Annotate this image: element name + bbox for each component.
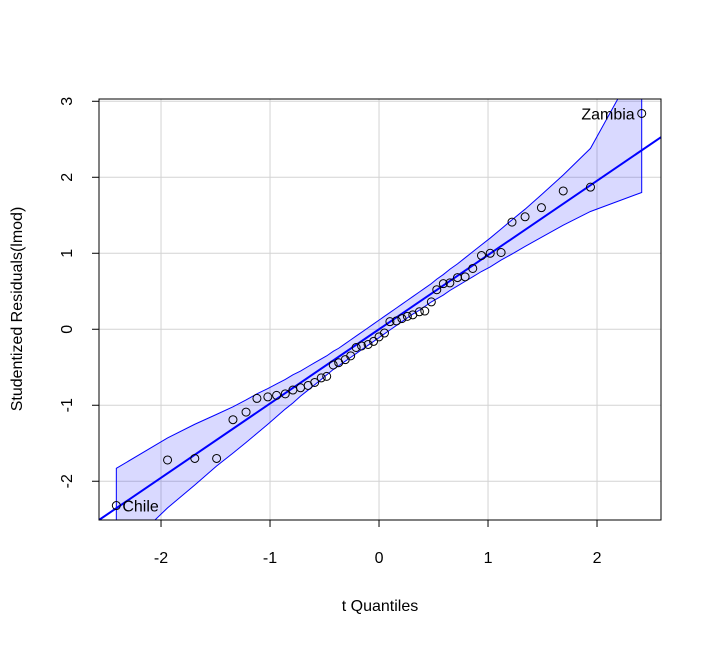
point bbox=[420, 306, 430, 316]
point bbox=[485, 248, 495, 258]
x-tick-label: 2 bbox=[593, 550, 602, 567]
plot-area bbox=[99, 99, 661, 520]
point bbox=[163, 455, 173, 465]
point bbox=[432, 285, 442, 295]
point bbox=[346, 351, 356, 361]
point bbox=[310, 377, 320, 387]
point bbox=[460, 272, 470, 282]
reference-line bbox=[99, 136, 661, 520]
point bbox=[391, 316, 401, 326]
point bbox=[212, 453, 222, 463]
point bbox=[272, 390, 282, 400]
point bbox=[507, 217, 517, 227]
point bbox=[252, 393, 262, 403]
y-tick-label: 2 bbox=[59, 173, 76, 182]
x-tick-label: 0 bbox=[375, 550, 384, 567]
x-axis-label: t Quantiles bbox=[342, 598, 418, 615]
y-axis-label: Studentized Residuals(lmod) bbox=[9, 207, 26, 412]
point bbox=[385, 317, 395, 327]
point bbox=[558, 186, 568, 196]
point-label: Zambia bbox=[581, 106, 634, 123]
point bbox=[402, 311, 412, 321]
point bbox=[637, 108, 647, 118]
y-tick-label: 3 bbox=[59, 97, 76, 106]
point bbox=[379, 328, 389, 338]
point bbox=[438, 279, 448, 289]
point bbox=[445, 278, 455, 288]
point bbox=[397, 314, 407, 324]
point bbox=[414, 307, 424, 317]
point bbox=[369, 336, 379, 346]
y-tick-label: 0 bbox=[59, 325, 76, 334]
y-tick-label: -2 bbox=[59, 474, 76, 488]
point bbox=[190, 453, 200, 463]
point bbox=[241, 407, 251, 417]
point bbox=[520, 212, 530, 222]
point bbox=[280, 389, 290, 399]
point bbox=[585, 182, 595, 192]
x-tick-label: -1 bbox=[263, 550, 277, 567]
point bbox=[322, 371, 332, 381]
point bbox=[426, 297, 436, 307]
x-tick-label: 1 bbox=[484, 550, 493, 567]
point bbox=[316, 373, 326, 383]
x-tick-label: -2 bbox=[154, 550, 168, 567]
point bbox=[468, 263, 478, 273]
point bbox=[536, 203, 546, 213]
y-tick-label: 1 bbox=[59, 249, 76, 258]
y-tick-label: -1 bbox=[59, 398, 76, 412]
point bbox=[328, 360, 338, 370]
point bbox=[228, 415, 238, 425]
point bbox=[476, 251, 486, 261]
point bbox=[351, 342, 361, 352]
plot-frame bbox=[98, 98, 662, 521]
point-label: Chile bbox=[122, 499, 159, 516]
point bbox=[357, 341, 367, 351]
point bbox=[263, 392, 273, 402]
point bbox=[363, 339, 373, 349]
point bbox=[496, 248, 506, 258]
point bbox=[111, 501, 121, 511]
